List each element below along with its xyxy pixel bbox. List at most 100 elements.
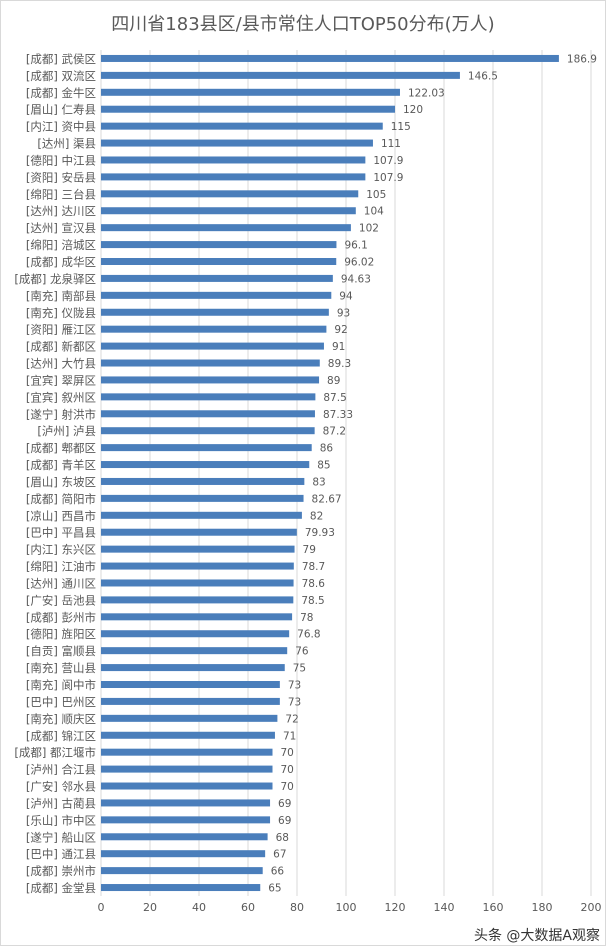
category-label: [南充] 营山县 [26,661,96,675]
bar [101,325,327,333]
data-label: 72 [285,713,298,725]
category-label: [内江] 资中县 [26,120,96,134]
data-label: 75 [293,663,306,675]
bar [101,850,266,858]
bar [101,342,324,350]
bar [101,579,294,587]
data-label: 66 [271,866,285,878]
category-label: [泸州] 泸县 [37,424,96,438]
x-tick-label: 140 [434,901,455,914]
category-label: [内江] 东兴区 [26,543,96,557]
x-tick-label: 60 [241,901,255,914]
bar [101,664,285,672]
bar [101,207,356,215]
category-label: [巴中] 巴州区 [26,695,96,709]
bar [101,105,395,113]
data-label: 69 [278,815,291,827]
category-label: [达州] 宣汉县 [26,221,96,235]
data-label: 76.8 [297,629,320,641]
category-label: [绵阳] 三台县 [26,187,96,201]
category-label: [成都] 崇州市 [26,864,96,878]
category-label: [凉山] 西昌市 [26,509,96,523]
data-label: 70 [281,747,294,759]
category-label: [成都] 金牛区 [26,86,96,100]
data-label: 87.33 [323,409,353,421]
category-label: [成都] 彭州市 [26,610,96,624]
bar [101,359,320,367]
bar [101,833,268,841]
bar [101,494,304,502]
data-label: 78 [300,612,313,624]
bar [101,88,400,96]
category-label: [达州] 大竹县 [26,357,96,371]
category-label: [成都] 金堂县 [26,881,96,895]
bar [101,376,320,384]
bar [101,731,275,739]
data-label: 122.03 [408,87,445,99]
data-label: 67 [273,849,286,861]
bar [101,765,273,773]
data-label: 120 [403,104,423,116]
category-label: [南充] 阆中市 [26,678,96,692]
bar [101,410,315,418]
category-label: [德阳] 中江县 [26,153,96,167]
x-tick-label: 80 [290,901,304,914]
data-label: 79.93 [305,527,335,539]
category-label: [泸州] 古蔺县 [26,796,96,810]
category-label: [达州] 渠县 [37,137,96,151]
data-label: 70 [281,764,294,776]
category-label: [成都] 成华区 [26,255,96,269]
bar [101,139,373,147]
category-label: [乐山] 市中区 [26,813,96,827]
bar [101,630,290,638]
x-tick-label: 180 [532,901,553,914]
bar [101,71,460,79]
data-label: 78.7 [302,561,325,573]
category-label: [自贡] 富顺县 [26,644,96,658]
data-label: 79 [303,544,316,556]
category-label: [南充] 仪陇县 [26,306,96,320]
bar [101,528,297,536]
category-label: [巴中] 通江县 [26,847,96,861]
data-label: 87.2 [323,426,346,438]
bar [101,714,278,722]
data-label: 115 [391,121,411,133]
data-label: 70 [281,781,294,793]
category-label: [巴中] 平昌县 [26,526,96,540]
data-label: 86 [320,443,334,455]
category-label: [资阳] 安岳县 [26,170,96,184]
category-label: [泸州] 合江县 [26,763,96,777]
bar [101,613,293,621]
data-label: 89.3 [328,358,351,370]
data-label: 68 [276,832,289,844]
data-label: 78.5 [301,595,324,607]
bar [101,224,351,232]
bar [101,799,271,807]
bar [101,241,337,249]
category-label: [绵阳] 涪城区 [26,238,96,252]
category-label: [成都] 郫都区 [26,441,96,455]
x-tick-label: 200 [581,901,602,914]
data-label: 76 [295,646,309,658]
category-label: [成都] 锦江区 [26,729,96,743]
bar [101,511,302,519]
bar [101,258,337,265]
data-label: 186.9 [567,53,597,65]
category-label: [南充] 顺庆区 [26,712,96,726]
data-label: 94 [339,290,353,302]
bar [101,122,383,130]
category-label: [成都] 都江堰市 [14,746,96,760]
bar [101,274,333,282]
category-label: [广安] 岳池县 [26,593,96,607]
bar [101,816,271,824]
x-tick-label: 100 [336,901,357,914]
x-tick-label: 160 [483,901,504,914]
bar [101,393,316,401]
data-label: 93 [337,307,350,319]
category-label: [达州] 达川区 [26,204,96,218]
data-label: 69 [278,798,291,810]
bar [101,54,559,62]
data-label: 96.02 [344,257,374,269]
x-tick-label: 20 [143,901,157,914]
bar [101,884,261,892]
